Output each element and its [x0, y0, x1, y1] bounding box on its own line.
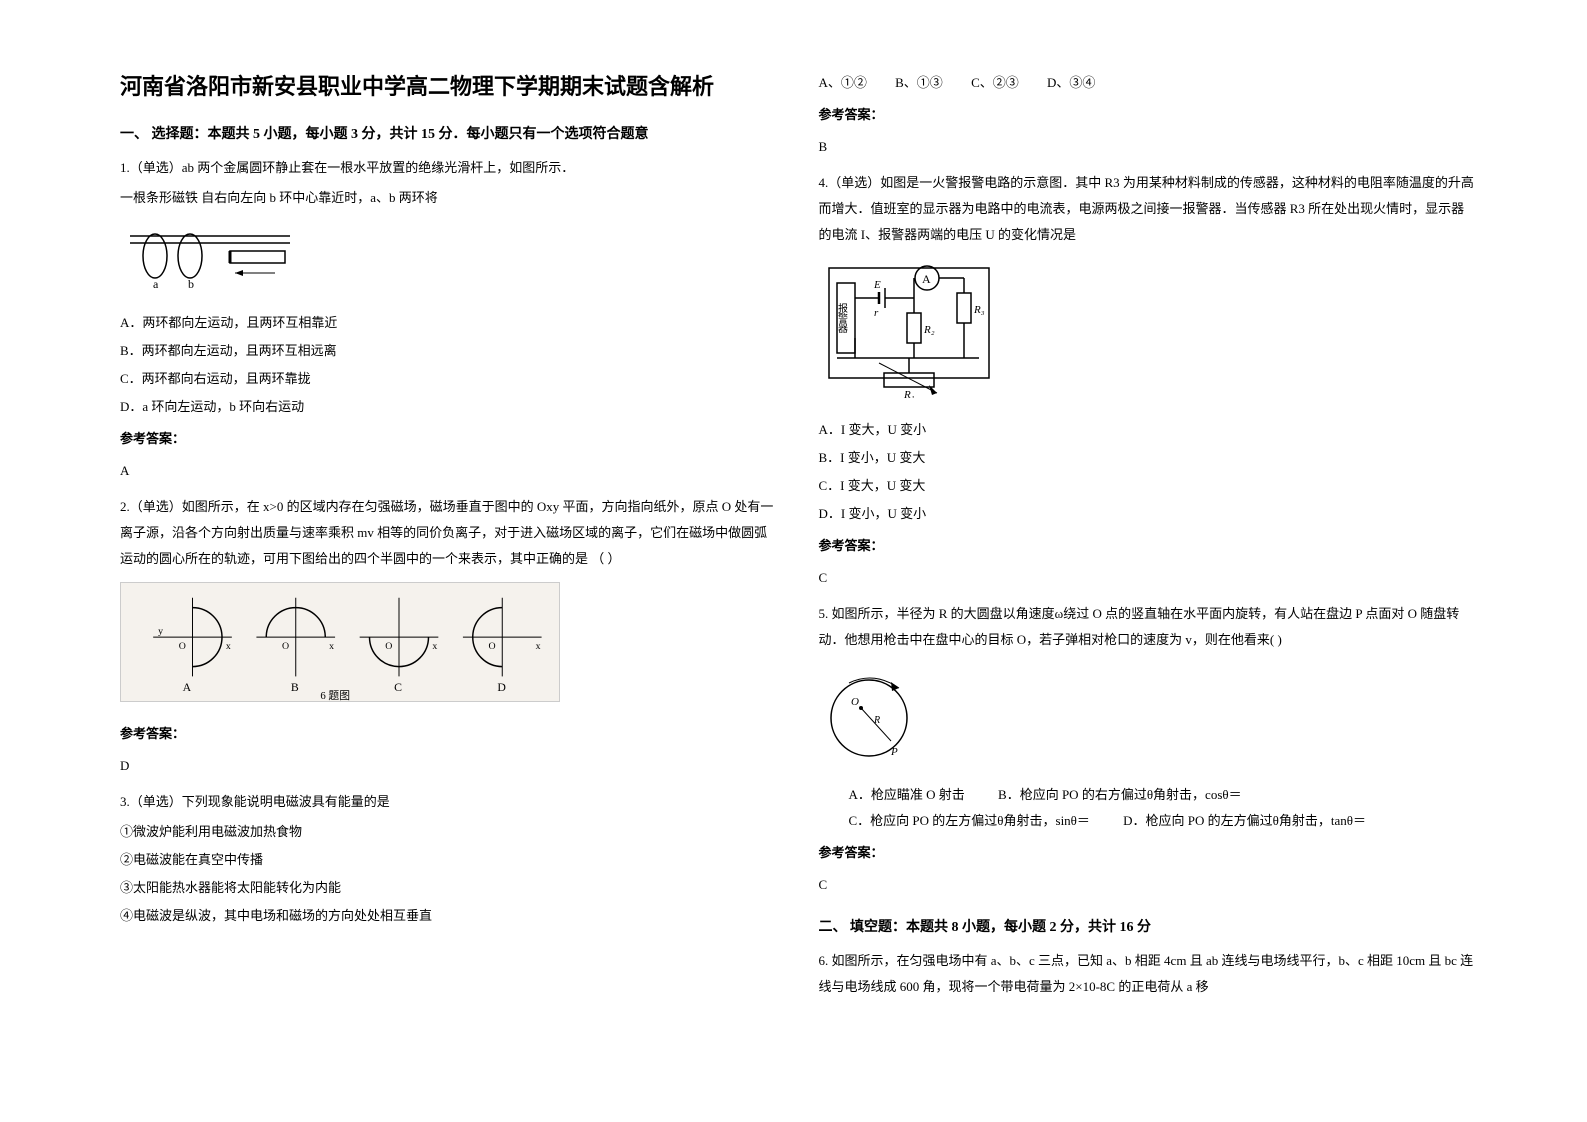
- q3-statement-1: ①微波炉能利用电磁波加热食物: [120, 819, 779, 845]
- q5-option-a: A．枪应瞄准 O 射击: [849, 782, 965, 808]
- svg-text:a: a: [153, 277, 159, 291]
- svg-text:x: x: [536, 641, 541, 652]
- q3-statement-3: ③太阳能热水器能将太阳能转化为内能: [120, 875, 779, 901]
- svg-text:r: r: [874, 307, 879, 319]
- q3-answer: B: [819, 134, 1478, 160]
- svg-text:R₃: R₃: [973, 304, 985, 316]
- q5-figure: O R P: [819, 663, 1478, 772]
- svg-text:x: x: [432, 641, 437, 652]
- svg-text:O: O: [488, 641, 495, 652]
- q3-option-a: A、①②: [819, 75, 867, 90]
- q1-answer: A: [120, 458, 779, 484]
- q3-stem: 3.（单选）下列现象能说明电磁波具有能量的是: [120, 789, 779, 815]
- right-column: A、①② B、①③ C、②③ D、③④ 参考答案： B 4.（单选）如图是一火警…: [799, 70, 1498, 1092]
- svg-text:R₂: R₂: [923, 324, 935, 336]
- svg-text:O: O: [179, 641, 186, 652]
- question-2: 2.（单选）如图所示，在 x>0 的区域内存在匀强磁场，磁场垂直于图中的 Oxy…: [120, 494, 779, 779]
- q1-stem-2: 一根条形磁铁 自右向左向 b 环中心靠近时，a、b 两环将: [120, 185, 779, 211]
- svg-text:O: O: [851, 696, 859, 708]
- q4-stem: 4.（单选）如图是一火警报警电路的示意图．其中 R3 为用某种材料制成的传感器，…: [819, 170, 1478, 248]
- left-column: 河南省洛阳市新安县职业中学高二物理下学期期末试题含解析 一、 选择题：本题共 5…: [100, 70, 799, 1092]
- question-4: 4.（单选）如图是一火警报警电路的示意图．其中 R3 为用某种材料制成的传感器，…: [819, 170, 1478, 591]
- question-5: 5. 如图所示，半径为 R 的大圆盘以角速度ω绕过 O 点的竖直轴在水平面内旋转…: [819, 601, 1478, 898]
- q2-answer: D: [120, 753, 779, 779]
- q5-answer-label: 参考答案：: [819, 840, 1478, 866]
- q5-answer: C: [819, 872, 1478, 898]
- question-6: 6. 如图所示，在匀强电场中有 a、b、c 三点，已知 a、b 相距 4cm 且…: [819, 948, 1478, 1000]
- q5-stem: 5. 如图所示，半径为 R 的大圆盘以角速度ω绕过 O 点的竖直轴在水平面内旋转…: [819, 601, 1478, 653]
- svg-text:x: x: [329, 641, 334, 652]
- q4-option-a: A．I 变大，U 变小: [819, 417, 1478, 443]
- svg-text:C: C: [394, 680, 402, 694]
- svg-text:D: D: [497, 680, 506, 694]
- q1-option-b: B．两环都向左运动，且两环互相远离: [120, 338, 779, 364]
- svg-text:A: A: [183, 680, 192, 694]
- q3-statement-2: ②电磁波能在真空中传播: [120, 847, 779, 873]
- svg-text:报警器: 报警器: [835, 302, 847, 334]
- q3-option-c: C、②③: [971, 75, 1019, 90]
- svg-text:y: y: [158, 626, 163, 637]
- q1-option-c: C．两环都向右运动，且两环靠拢: [120, 366, 779, 392]
- q3-option-b: B、①③: [895, 75, 943, 90]
- svg-text:O: O: [385, 641, 392, 652]
- q4-answer-label: 参考答案：: [819, 533, 1478, 559]
- q5-options-row-2: C．枪应向 PO 的左方偏过θ角射击，sinθ＝ D．枪应向 PO 的左方偏过θ…: [819, 808, 1478, 834]
- q2-stem: 2.（单选）如图所示，在 x>0 的区域内存在匀强磁场，磁场垂直于图中的 Oxy…: [120, 494, 779, 572]
- q5-options-row-1: A．枪应瞄准 O 射击 B．枪应向 PO 的右方偏过θ角射击，cosθ＝: [819, 782, 1478, 808]
- svg-text:R₁: R₁: [903, 389, 915, 398]
- q3-option-d: D、③④: [1047, 75, 1095, 90]
- svg-text:B: B: [291, 680, 299, 694]
- q4-figure: 报警器 E r A R₃ R₂: [819, 258, 1478, 407]
- section-1-header: 一、 选择题：本题共 5 小题，每小题 3 分，共计 15 分．每小题只有一个选…: [120, 123, 779, 143]
- svg-text:O: O: [282, 641, 289, 652]
- question-3: 3.（单选）下列现象能说明电磁波具有能量的是 ①微波炉能利用电磁波加热食物 ②电…: [120, 789, 779, 929]
- svg-text:P: P: [890, 746, 898, 758]
- question-1: 1.（单选）ab 两个金属圆环静止套在一根水平放置的绝缘光滑杆上，如图所示． 一…: [120, 155, 779, 484]
- svg-text:R: R: [873, 715, 880, 726]
- q4-answer: C: [819, 565, 1478, 591]
- q2-figure: y O x O x O x: [120, 582, 779, 711]
- q1-figure: a b: [120, 221, 779, 300]
- q4-option-d: D．I 变小，U 变小: [819, 501, 1478, 527]
- q3-options-row: A、①② B、①③ C、②③ D、③④: [819, 70, 1478, 96]
- q4-option-b: B．I 变小，U 变大: [819, 445, 1478, 471]
- q3-statement-4: ④电磁波是纵波，其中电场和磁场的方向处处相互垂直: [120, 903, 779, 929]
- q5-option-b: B．枪应向 PO 的右方偏过θ角射击，cosθ＝: [998, 782, 1242, 808]
- q6-stem: 6. 如图所示，在匀强电场中有 a、b、c 三点，已知 a、b 相距 4cm 且…: [819, 948, 1478, 1000]
- section-2-header: 二、 填空题：本题共 8 小题，每小题 2 分，共计 16 分: [819, 916, 1478, 936]
- q5-option-c: C．枪应向 PO 的左方偏过θ角射击，sinθ＝: [849, 808, 1090, 834]
- q5-option-d: D．枪应向 PO 的左方偏过θ角射击，tanθ＝: [1123, 808, 1366, 834]
- q1-option-d: D．a 环向左运动，b 环向右运动: [120, 394, 779, 420]
- document-title: 河南省洛阳市新安县职业中学高二物理下学期期末试题含解析: [120, 70, 779, 103]
- svg-text:E: E: [873, 279, 881, 291]
- q1-stem-1: 1.（单选）ab 两个金属圆环静止套在一根水平放置的绝缘光滑杆上，如图所示．: [120, 155, 779, 181]
- q2-answer-label: 参考答案：: [120, 721, 779, 747]
- svg-text:6 题图: 6 题图: [320, 689, 350, 702]
- q1-answer-label: 参考答案：: [120, 426, 779, 452]
- svg-text:b: b: [188, 277, 194, 291]
- q1-option-a: A．两环都向左运动，且两环互相靠近: [120, 310, 779, 336]
- svg-text:x: x: [226, 641, 231, 652]
- q4-option-c: C．I 变大，U 变大: [819, 473, 1478, 499]
- svg-text:A: A: [922, 272, 931, 286]
- q3-answer-label: 参考答案：: [819, 102, 1478, 128]
